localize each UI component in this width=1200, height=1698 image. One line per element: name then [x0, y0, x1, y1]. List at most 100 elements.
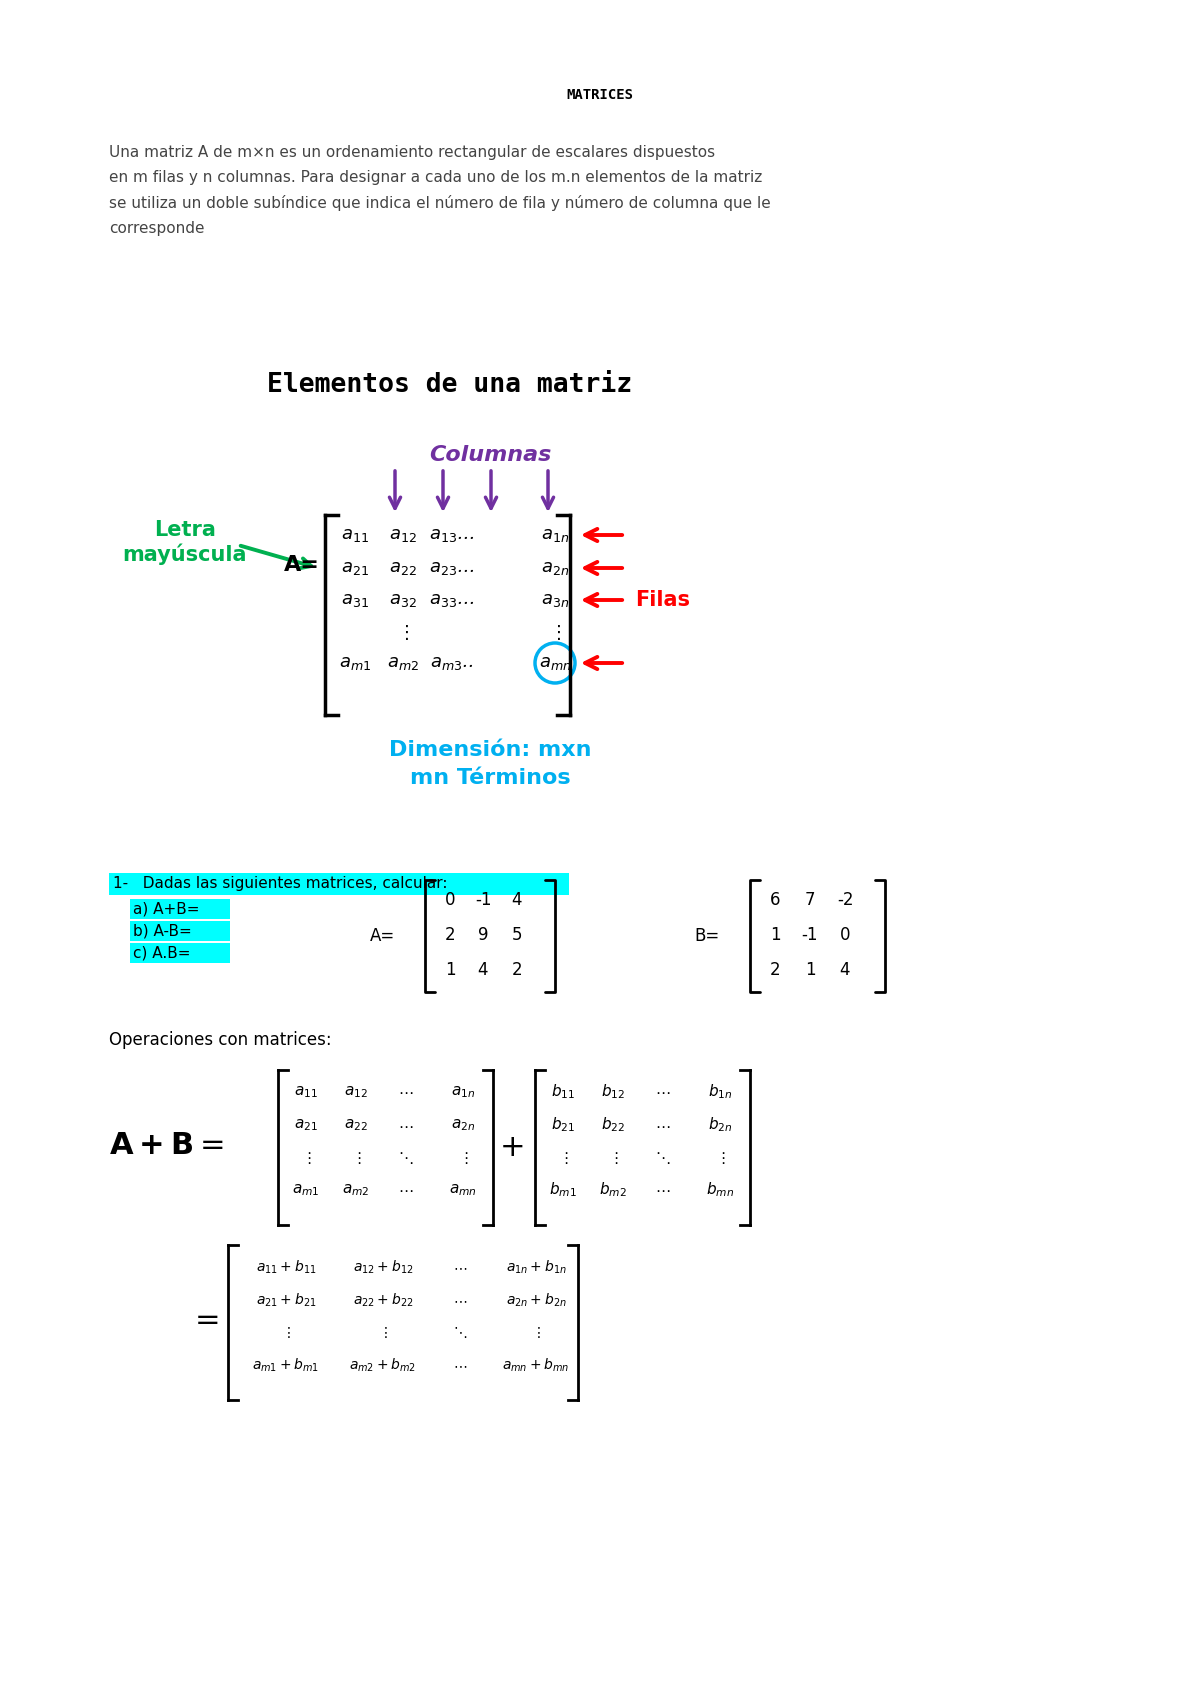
Text: $b_{m2}$: $b_{m2}$ [599, 1180, 626, 1199]
Text: $\cdots$: $\cdots$ [452, 1358, 467, 1372]
Text: 1: 1 [445, 961, 455, 980]
Text: $b_{11}$: $b_{11}$ [551, 1083, 575, 1102]
Text: $a_{mn}+b_{mn}$: $a_{mn}+b_{mn}$ [503, 1357, 570, 1374]
Text: $a_{12}$: $a_{12}$ [344, 1083, 368, 1100]
Text: -1: -1 [802, 925, 818, 944]
Text: c) A.B=: c) A.B= [133, 946, 191, 961]
Text: $a_{11}+b_{11}$: $a_{11}+b_{11}$ [256, 1258, 317, 1275]
Text: $a_{mn}$: $a_{mn}$ [449, 1182, 476, 1197]
Text: $a_{11}$: $a_{11}$ [341, 526, 368, 543]
Text: $\mathbf{A + B} =$: $\mathbf{A + B} =$ [109, 1131, 223, 1160]
Text: A=: A= [370, 927, 395, 946]
Text: B=: B= [695, 927, 720, 946]
Text: $\cdots$: $\cdots$ [655, 1182, 671, 1197]
Text: $a_{m2}+b_{m2}$: $a_{m2}+b_{m2}$ [349, 1357, 416, 1374]
Text: $\cdots$: $\cdots$ [398, 1182, 414, 1197]
Text: $a_{12}+b_{12}$: $a_{12}+b_{12}$ [353, 1258, 413, 1275]
Text: $b_{12}$: $b_{12}$ [601, 1083, 625, 1102]
Text: $a_{m2}$: $a_{m2}$ [342, 1182, 370, 1197]
Text: $b_{2n}$: $b_{2n}$ [708, 1116, 732, 1134]
Text: =: = [194, 1306, 221, 1335]
Text: Dimensión: mxn
mn Términos: Dimensión: mxn mn Términos [389, 740, 592, 788]
Text: $b_{1n}$: $b_{1n}$ [708, 1083, 732, 1102]
Text: 4: 4 [840, 961, 851, 980]
Text: $a_{3n}$: $a_{3n}$ [541, 591, 569, 610]
Text: MATRICES: MATRICES [566, 88, 634, 102]
Text: 0: 0 [445, 891, 455, 908]
Text: Operaciones con matrices:: Operaciones con matrices: [109, 1031, 331, 1049]
FancyBboxPatch shape [130, 898, 230, 919]
Text: Filas: Filas [635, 589, 690, 610]
Text: $b_{21}$: $b_{21}$ [551, 1116, 575, 1134]
Text: 9: 9 [478, 925, 488, 944]
Text: $a_{m1}$: $a_{m1}$ [293, 1182, 319, 1197]
Text: 1-   Dadas las siguientes matrices, calcular:: 1- Dadas las siguientes matrices, calcul… [113, 876, 448, 890]
Text: $\cdots$: $\cdots$ [655, 1085, 671, 1100]
Text: $a_{1n}$: $a_{1n}$ [451, 1083, 475, 1100]
Text: 6: 6 [769, 891, 780, 908]
Text: $a_{2n}+b_{2n}$: $a_{2n}+b_{2n}$ [505, 1290, 566, 1309]
Text: $a_{31}$: $a_{31}$ [341, 591, 368, 610]
Text: $\vdots$: $\vdots$ [608, 1150, 618, 1167]
Text: $\vdots$: $\vdots$ [458, 1150, 468, 1167]
Text: 0: 0 [840, 925, 851, 944]
Text: $b_{22}$: $b_{22}$ [601, 1116, 625, 1134]
Text: 1: 1 [769, 925, 780, 944]
FancyBboxPatch shape [109, 873, 569, 895]
Text: $\ddots$: $\ddots$ [452, 1326, 467, 1340]
Text: $a_{21}+b_{21}$: $a_{21}+b_{21}$ [256, 1290, 317, 1309]
Text: $\cdots$: $\cdots$ [655, 1117, 671, 1133]
Text: Columnas: Columnas [428, 445, 551, 465]
Text: Una matriz A de m×n es un ordenamiento rectangular de escalares dispuestos
en m : Una matriz A de m×n es un ordenamiento r… [109, 144, 770, 236]
Text: 1: 1 [805, 961, 815, 980]
Text: $b_{mn}$: $b_{mn}$ [706, 1180, 734, 1199]
Text: $a_{11}$: $a_{11}$ [294, 1083, 318, 1100]
Text: 2: 2 [511, 961, 522, 980]
Text: $\cdots$: $\cdots$ [398, 1085, 414, 1100]
Text: b) A-B=: b) A-B= [133, 924, 192, 939]
Text: -1: -1 [475, 891, 491, 908]
Text: $\vdots$: $\vdots$ [378, 1326, 388, 1340]
Text: 4: 4 [478, 961, 488, 980]
Text: $a_{22}+b_{22}$: $a_{22}+b_{22}$ [353, 1290, 413, 1309]
Text: $\vdots$: $\vdots$ [350, 1150, 361, 1167]
Text: A=: A= [284, 555, 320, 576]
Text: $\vdots$: $\vdots$ [532, 1326, 541, 1340]
FancyBboxPatch shape [130, 920, 230, 941]
Text: +: + [500, 1133, 526, 1161]
Text: $a_{22}$: $a_{22}$ [344, 1117, 368, 1133]
Text: $a_{22}$: $a_{22}$ [389, 559, 416, 577]
Text: $a_{23}$...: $a_{23}$... [430, 559, 474, 577]
Text: $\ddots$: $\ddots$ [398, 1150, 414, 1167]
Text: $a_{21}$: $a_{21}$ [341, 559, 368, 577]
Text: $\vdots$: $\vdots$ [558, 1150, 568, 1167]
Text: $a_{m1}$: $a_{m1}$ [338, 654, 371, 672]
Text: $\vdots$: $\vdots$ [550, 623, 560, 642]
Text: $a_{12}$: $a_{12}$ [389, 526, 416, 543]
Text: $b_{m1}$: $b_{m1}$ [550, 1180, 577, 1199]
Text: $a_{1n}$: $a_{1n}$ [541, 526, 569, 543]
Text: $a_{mn}$: $a_{mn}$ [539, 654, 571, 672]
Text: 4: 4 [511, 891, 522, 908]
Text: $\cdots$: $\cdots$ [398, 1117, 414, 1133]
Text: 2: 2 [445, 925, 455, 944]
FancyBboxPatch shape [130, 942, 230, 963]
Text: 7: 7 [805, 891, 815, 908]
Text: $a_{32}$: $a_{32}$ [389, 591, 416, 610]
Text: $\vdots$: $\vdots$ [715, 1150, 725, 1167]
Text: $\cdots$: $\cdots$ [452, 1260, 467, 1274]
Text: a) A+B=: a) A+B= [133, 902, 199, 917]
Text: $a_{21}$: $a_{21}$ [294, 1117, 318, 1133]
Text: $\vdots$: $\vdots$ [281, 1326, 290, 1340]
Text: Elementos de una matriz: Elementos de una matriz [268, 372, 632, 397]
Text: $a_{m2}$: $a_{m2}$ [386, 654, 419, 672]
Text: $\cdots$: $\cdots$ [452, 1292, 467, 1307]
Text: -2: -2 [836, 891, 853, 908]
Text: $a_{m3}$..: $a_{m3}$.. [430, 654, 474, 672]
Text: $\ddots$: $\ddots$ [655, 1150, 671, 1167]
Text: $a_{2n}$: $a_{2n}$ [451, 1117, 475, 1133]
Text: $\vdots$: $\vdots$ [301, 1150, 311, 1167]
Text: 2: 2 [769, 961, 780, 980]
Text: $a_{33}$...: $a_{33}$... [430, 591, 474, 610]
Text: $\vdots$: $\vdots$ [397, 623, 409, 642]
